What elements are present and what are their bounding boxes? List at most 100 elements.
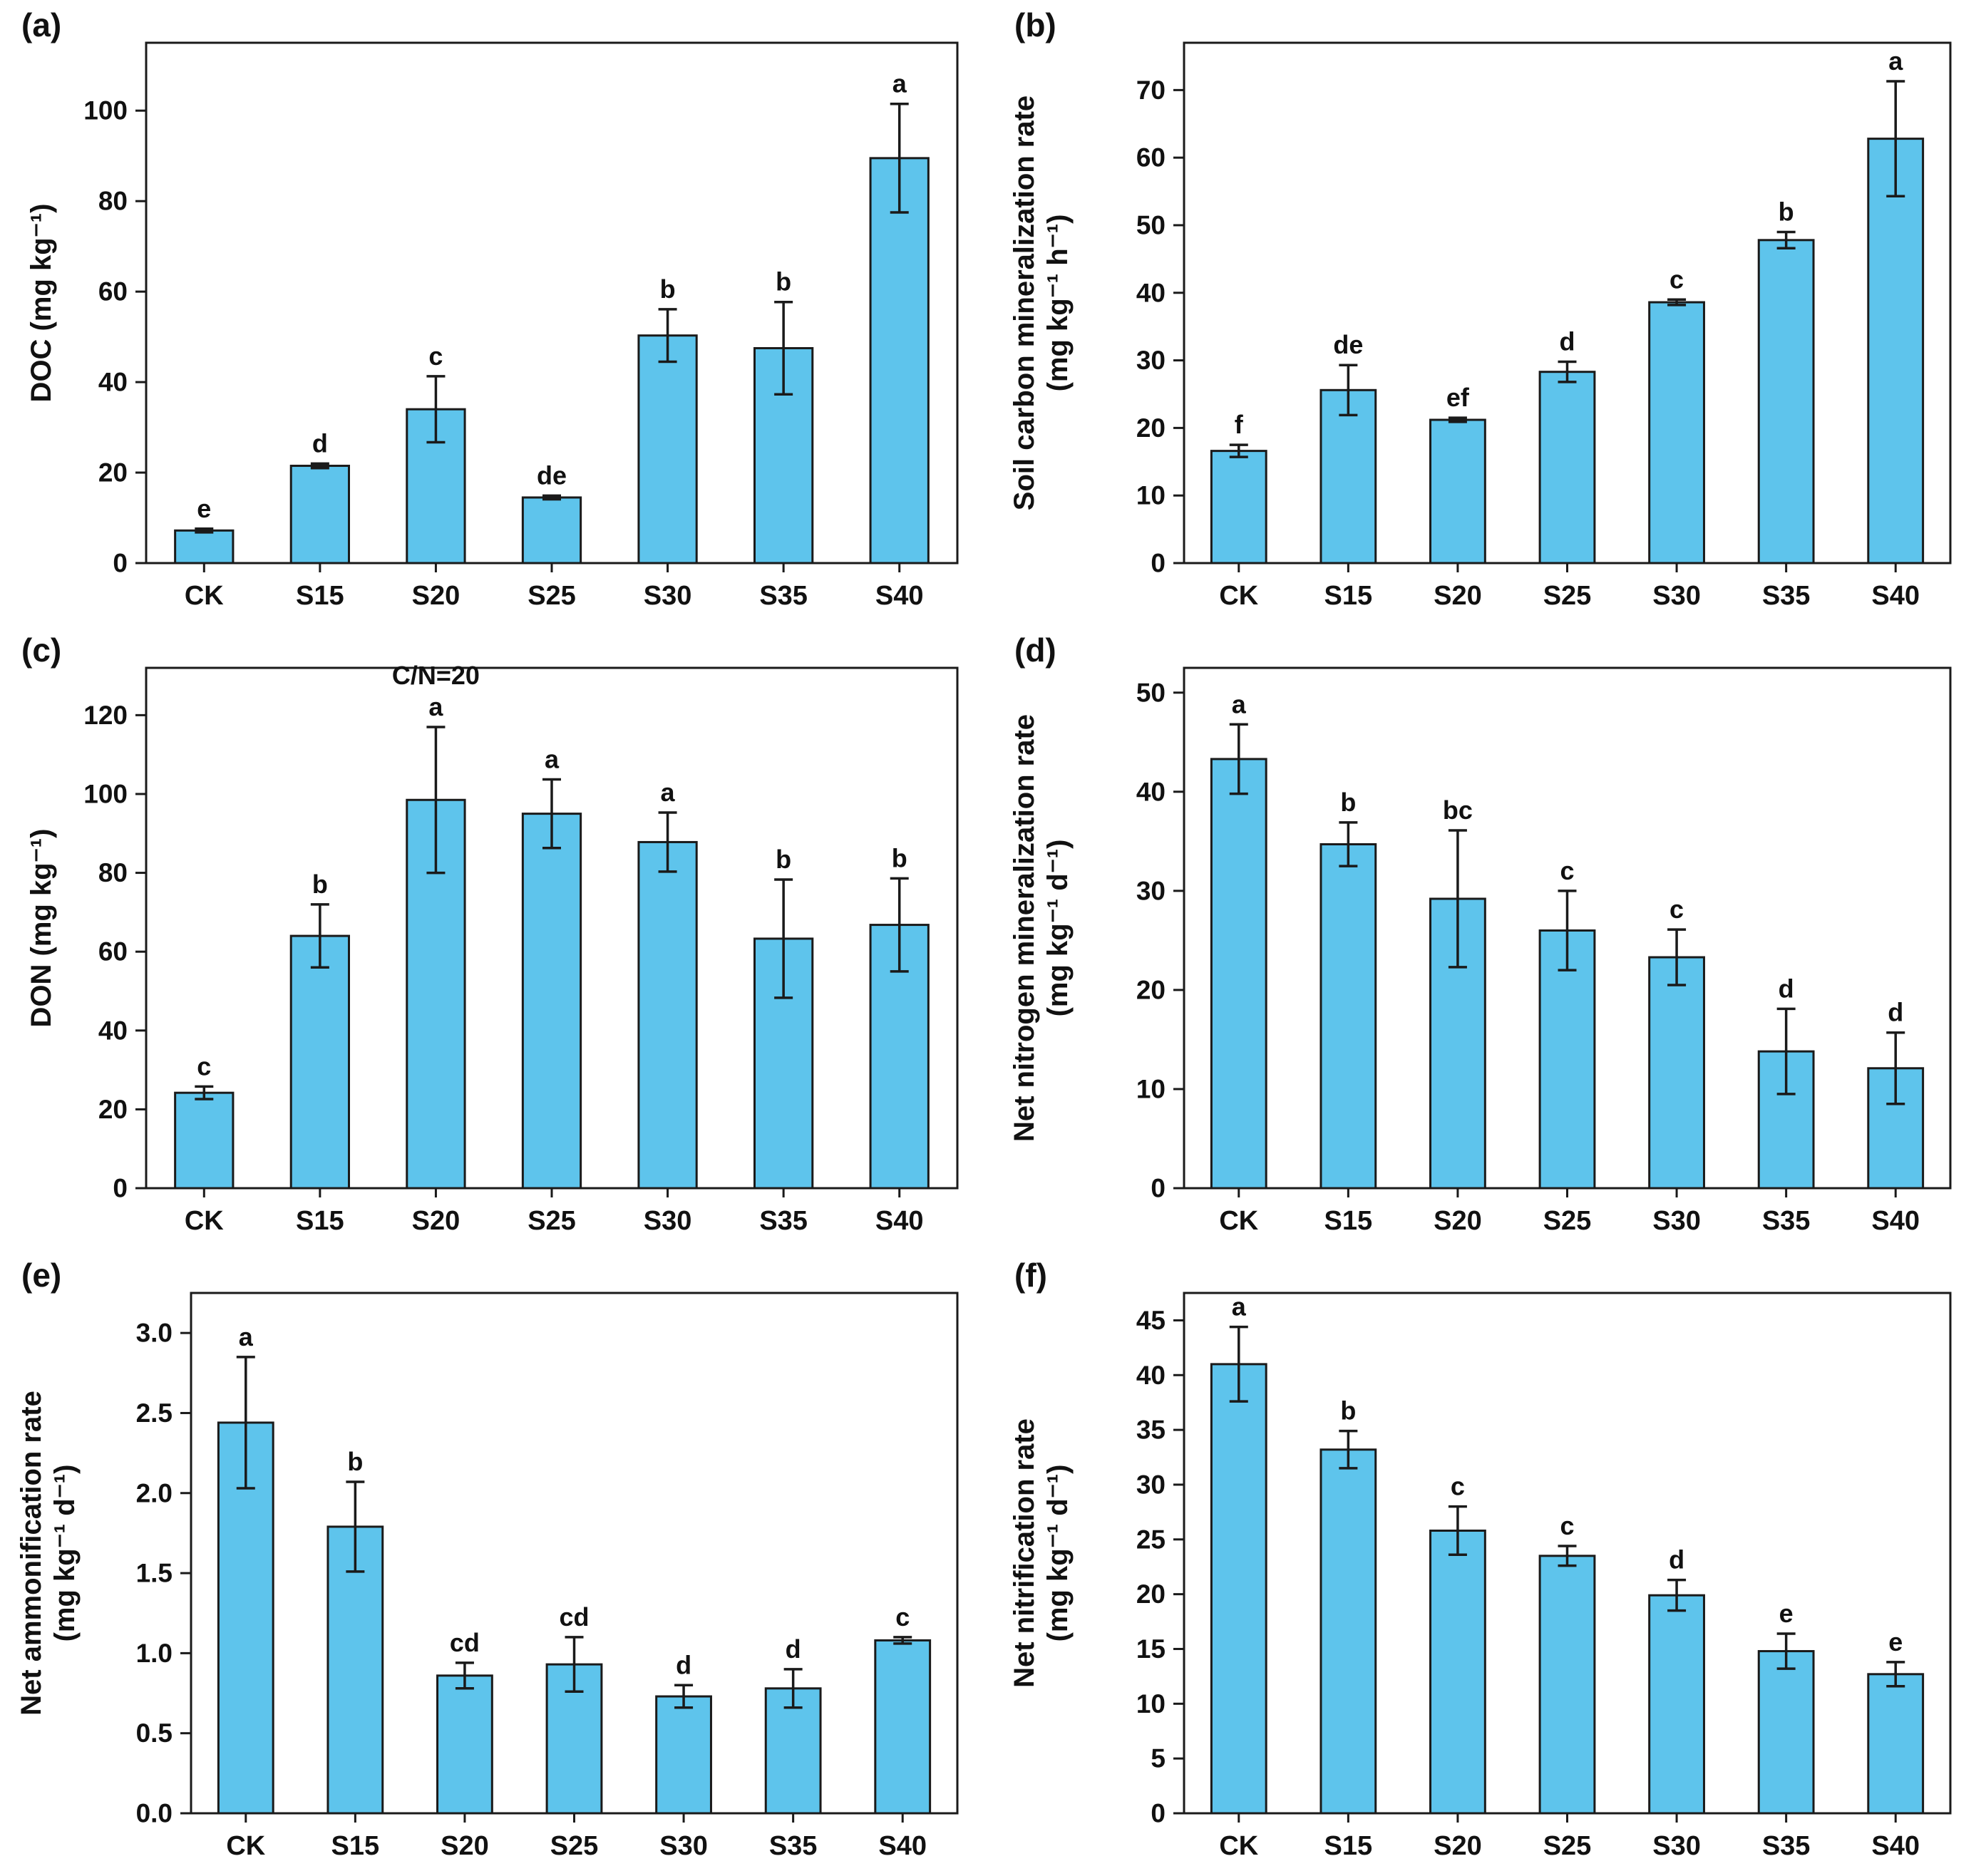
y-tick-label: 10 [1136,1074,1166,1103]
significance-letter: ef [1446,383,1470,412]
significance-letter: a [892,69,907,98]
x-category-label: S15 [331,1831,380,1861]
y-tick-label: 3.0 [136,1319,173,1348]
bar-CK [1210,1363,1267,1815]
x-category-label: S35 [1762,1206,1811,1236]
panel-c: (c) 0 20 40 60 80 100 120 c CK b S15 a S20 a S25 a S30 b S… [0,625,993,1250]
annotation-cn-ratio: C/N=20 [392,661,480,690]
significance-letter: c [1669,895,1684,924]
bar-S30 [637,840,698,1190]
y-axis-label: Net nitrogen mineralization rate [1009,714,1040,1142]
bar-chart-net-nitrification: 0 5 10 15 20 25 30 35 40 45 a CK b S15 c S20 c S25 d S30 e S3… [1009,1292,1952,1861]
x-category-label: S40 [875,1206,924,1236]
y-tick-label: 0 [1151,1174,1166,1203]
x-category-label: S25 [550,1831,599,1861]
panel-f: (f) 0 5 10 15 20 25 30 35 40 45 a CK b S15 c S20 c S25 d S3… [993,1250,1986,1875]
significance-letter: d [1779,974,1794,1003]
significance-letter: b [312,870,328,899]
significance-letter: b [1779,197,1794,226]
y-tick-label: 50 [1136,678,1166,707]
bar-S30 [1648,1594,1705,1815]
x-category-label: S20 [1434,1206,1482,1236]
x-category-label: S25 [1543,1831,1592,1861]
significance-letter: d [312,428,328,458]
y-tick-label: 1.0 [136,1639,173,1668]
y-tick-label: 0.0 [136,1799,173,1828]
x-category-label: CK [1219,581,1258,611]
bar-S25 [521,496,582,565]
x-category-label: S30 [644,581,692,611]
y-axis-label: (mg kg⁻¹ d⁻¹) [1042,1465,1074,1642]
y-tick-label: 40 [1136,278,1166,307]
x-category-label: S15 [1324,1206,1373,1236]
bar-CK [1210,450,1267,565]
bar-S30 [1648,956,1705,1190]
y-tick-label: 30 [1136,876,1166,905]
panel-e: (e) 0.0 0.5 1.0 1.5 2.0 2.5 3.0 a CK b S15 cd S20 cd S… [0,1250,993,1875]
y-tick-label: 120 [83,701,128,730]
bar-S30 [655,1695,712,1815]
significance-letter: cd [450,1628,480,1657]
bar-chart-doc: 0 20 40 60 80 100 e CK d S15 c S20 de S25 b S30 b S35 a S40… [26,41,959,611]
bar-S20 [1429,1529,1486,1815]
bar-S15 [1319,1448,1377,1815]
panel-a: (a) 0 20 40 60 80 100 e CK d S15 c S20 de S25 b S30 b S35… [0,0,993,625]
y-axis-label: DOC (mg kg⁻¹) [26,204,57,403]
significance-letter: de [1333,330,1363,359]
y-axis-label: (mg kg⁻¹ h⁻¹) [1042,215,1074,392]
significance-letter: a [661,778,676,807]
x-category-label: S40 [1871,1831,1920,1861]
significance-letter: d [1560,326,1575,356]
y-tick-label: 40 [1136,777,1166,806]
y-tick-label: 80 [98,187,128,216]
bar-S15 [1319,388,1377,565]
y-tick-label: 30 [1136,346,1166,375]
y-axis-label: DON (mg kg⁻¹) [26,829,57,1028]
significance-letter: a [1232,689,1247,718]
significance-letter: a [1232,1292,1247,1321]
bar-CK [174,1091,235,1190]
significance-letter: b [776,845,791,874]
x-category-label: S20 [441,1831,489,1861]
x-category-label: S20 [412,1206,461,1236]
x-category-label: S35 [769,1831,818,1861]
bar-S20 [1429,418,1486,565]
y-tick-label: 20 [1136,1579,1166,1609]
bar-chart-net-nitrogen-mineralization: 0 10 20 30 40 50 a CK b S15 bc S20 c S25 c S30 d S35 d S40 N… [1009,666,1952,1236]
y-tick-label: 40 [98,1016,128,1045]
significance-letter: b [776,267,791,297]
bar-S15 [289,465,351,565]
y-tick-label: 25 [1136,1525,1166,1554]
y-tick-label: 5 [1151,1744,1166,1773]
x-category-label: S40 [1871,1206,1920,1236]
y-tick-label: 70 [1136,76,1166,105]
x-category-label: S35 [1762,1831,1811,1861]
panel-b: (b) 0 10 20 30 40 50 60 70 f CK de S15 ef S20 d S25 c S30… [993,0,1986,625]
bar-S15 [1319,843,1377,1190]
panel-label-f: (f) [1014,1257,1047,1294]
x-category-label: S40 [1871,581,1920,611]
x-category-label: S30 [1652,1206,1701,1236]
y-axis-label: (mg kg⁻¹ d⁻¹) [49,1465,81,1642]
x-category-label: CK [1219,1831,1258,1861]
x-category-label: CK [226,1831,265,1861]
significance-letter: b [1340,788,1356,817]
x-category-label: S30 [1652,1831,1701,1861]
significance-letter: a [239,1322,254,1351]
y-tick-label: 60 [98,937,128,967]
bar-S35 [1757,239,1815,565]
panel-label-e: (e) [21,1257,62,1294]
y-axis-label: (mg kg⁻¹ d⁻¹) [1042,840,1074,1017]
y-axis-label: Net nitrification rate [1009,1418,1040,1688]
bar-S40 [1867,138,1925,565]
y-tick-label: 20 [98,1095,128,1124]
y-tick-label: 0 [113,1174,128,1203]
x-category-label: S20 [1434,1831,1482,1861]
significance-letter: a [545,745,560,774]
significance-letter: b [892,843,907,872]
x-category-label: S30 [659,1831,708,1861]
significance-letter: f [1235,410,1244,439]
y-tick-label: 40 [98,368,128,397]
significance-letter: a [1888,46,1903,76]
bar-S25 [521,813,582,1190]
